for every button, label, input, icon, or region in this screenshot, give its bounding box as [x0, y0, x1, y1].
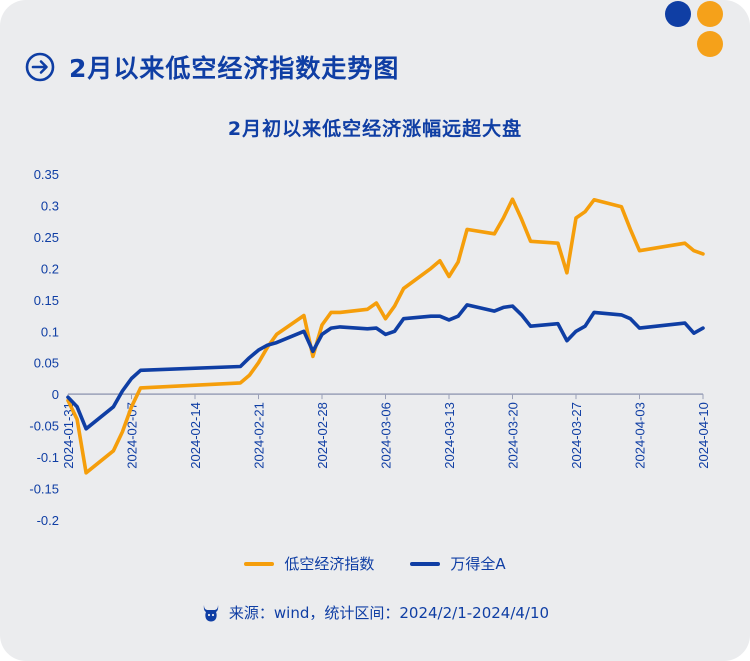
- page-header: 2月以来低空经济指数走势图: [25, 47, 399, 87]
- y-tick-label: 0.3: [41, 199, 59, 214]
- decor-dot-orange-lower: [697, 31, 723, 57]
- source-text: 来源：wind，统计区间：2024/2/1-2024/4/10: [228, 604, 550, 622]
- arrow-circle-right-icon: [25, 52, 55, 82]
- legend-label-wind-a: 万得全A: [450, 555, 506, 573]
- legend-swatch-wind-a: [410, 561, 441, 566]
- legend-item-low-altitude: 低空经济指数: [244, 553, 374, 574]
- legend-label-low-altitude: 低空经济指数: [284, 555, 375, 573]
- series-layer: [66, 197, 705, 475]
- y-tick-label: 0.05: [34, 356, 59, 371]
- x-tick-label: 2024-03-13: [442, 402, 457, 469]
- series-line-wind-a: [66, 303, 705, 431]
- y-tick-label: 0.15: [34, 293, 59, 308]
- decor-dot-orange: [697, 1, 723, 27]
- x-axis: 2024-01-31 2024-02-07 2024-02-14 2024-02-21…: [61, 393, 711, 469]
- chart-title: 2月初以来低空经济涨幅远超大盘: [227, 118, 523, 140]
- x-tick-label: 2024-02-28: [315, 402, 330, 469]
- legend-swatch-low-altitude: [244, 561, 275, 566]
- legend-item-wind-a: 万得全A: [410, 553, 506, 574]
- y-tick-label: -0.2: [37, 513, 59, 528]
- x-tick-label: 2024-03-27: [569, 402, 584, 469]
- y-tick-label: 0: [52, 387, 59, 402]
- y-tick-label: -0.15: [29, 482, 59, 497]
- x-tick-label: 2024-02-14: [188, 402, 203, 469]
- x-tick-label: 2024-02-21: [252, 402, 267, 469]
- x-tick-label: 2024-04-10: [696, 402, 711, 469]
- y-tick-label: -0.05: [29, 419, 59, 434]
- y-tick-label: -0.1: [37, 450, 59, 465]
- chart-legend: 低空经济指数 万得全A: [0, 553, 750, 574]
- y-axis: 0.35 0.3 0.25 0.2 0.15 0.1 0.05 0 -0.05 -0.1 -0.15…: [29, 167, 59, 528]
- y-tick-label: 0.2: [41, 261, 59, 276]
- decor-dot-blue: [665, 1, 691, 27]
- x-tick-label: 2024-03-06: [379, 402, 394, 469]
- page-title: 2月以来低空经济指数走势图: [69, 54, 400, 83]
- x-tick-label: 2024-01-31: [61, 402, 76, 469]
- x-tick-label: 2024-02-07: [125, 402, 140, 469]
- bull-logo-icon: [203, 604, 219, 621]
- x-tick-label: 2024-04-03: [633, 402, 648, 469]
- y-tick-label: 0.1: [41, 324, 59, 339]
- x-tick-label: 2024-03-20: [506, 402, 521, 469]
- source-note: 来源：wind，统计区间：2024/2/1-2024/4/10: [0, 602, 750, 623]
- y-tick-label: 0.35: [34, 167, 59, 182]
- y-tick-label: 0.25: [34, 230, 59, 245]
- series-line-low-altitude: [66, 197, 705, 475]
